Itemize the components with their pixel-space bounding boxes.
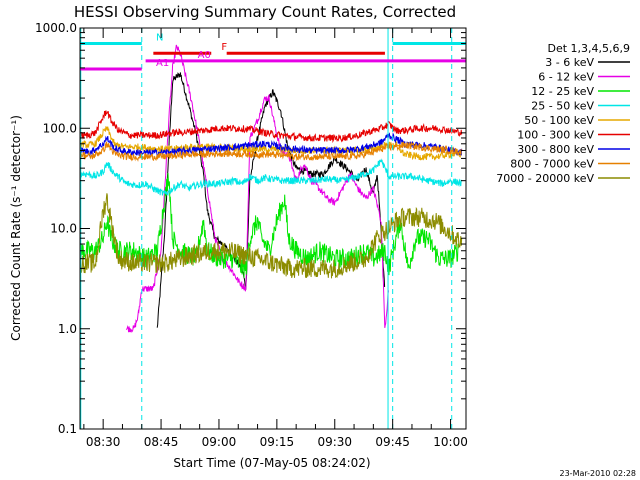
y-tick-label-2: 10.0 <box>50 222 77 236</box>
series-line-3 <box>80 158 463 197</box>
legend-label-4: 50 - 100 keV <box>524 114 594 127</box>
legend-label-6: 300 - 800 keV <box>517 143 594 156</box>
series-line-7 <box>80 140 463 162</box>
series-group <box>80 44 463 333</box>
series-line-8 <box>80 193 463 279</box>
legend-label-5: 100 - 300 keV <box>517 129 594 142</box>
chart-title: HESSI Observing Summary Count Rates, Cor… <box>74 3 456 21</box>
y-tick-label-3: 100.0 <box>43 121 77 135</box>
flag-label-2: A0 <box>198 50 211 61</box>
x-tick-label-5: 09:45 <box>375 435 410 449</box>
legend-label-2: 12 - 25 keV <box>531 85 594 98</box>
y-tick-label-0: 0.1 <box>58 422 77 436</box>
legend-label-3: 25 - 50 keV <box>531 100 594 113</box>
flag-label-3: A1 <box>156 58 169 69</box>
legend-label-7: 800 - 7000 keV <box>510 158 594 171</box>
y-axis: 0.1 1.0 10.0 100.0 1000.0 <box>35 21 466 436</box>
x-tick-label-0: 08:30 <box>86 435 121 449</box>
x-tick-label-1: 08:45 <box>144 435 179 449</box>
flag-label-1: F <box>221 42 227 53</box>
x-tick-label-6: 10:00 <box>433 435 468 449</box>
x-tick-label-3: 09:15 <box>260 435 295 449</box>
x-axis-label: Start Time (07-May-05 08:24:02) <box>173 456 370 470</box>
series-line-2 <box>80 172 459 278</box>
series-line-6 <box>80 132 463 157</box>
legend-label-0: 3 - 6 keV <box>545 56 594 69</box>
x-axis: 08:30 08:45 09:00 09:15 09:30 09:45 10:00 <box>83 28 468 449</box>
series-line-1 <box>125 44 389 333</box>
x-tick-label-4: 09:30 <box>317 435 352 449</box>
y-tick-label-1: 1.0 <box>58 322 77 336</box>
series-line-5 <box>80 110 463 144</box>
y-tick-label-4: 1000.0 <box>35 21 77 35</box>
x-tick-label-2: 09:00 <box>202 435 237 449</box>
generated-timestamp: 23-Mar-2010 02:28 <box>560 469 637 478</box>
legend-title: Det 1,3,4,5,6,9 <box>547 42 630 55</box>
legend-label-8: 7000 - 20000 keV <box>496 172 594 185</box>
flag-bars: N F A0 A1 <box>80 33 466 71</box>
y-axis-label: Corrected Count Rate (s⁻¹ detector⁻¹) <box>9 115 23 341</box>
flag-label-0: N <box>156 33 163 44</box>
legend-label-1: 6 - 12 keV <box>538 71 594 84</box>
